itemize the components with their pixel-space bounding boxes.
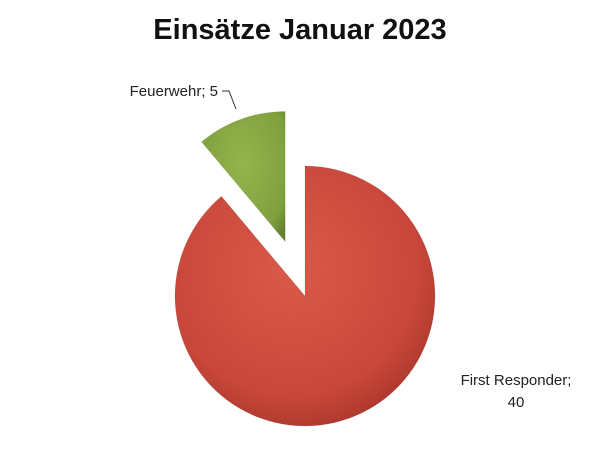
pie-slice-feuerwehr (200, 110, 286, 243)
slice-label-first-responder: First Responder; 40 (461, 372, 572, 411)
leader-line-feuerwehr (222, 90, 237, 110)
chart-title: Einsätze Januar 2023 (153, 14, 447, 46)
slice-label-feuerwehr: Feuerwehr; 5 (130, 83, 218, 100)
pie-slice-first-responder (174, 165, 436, 427)
